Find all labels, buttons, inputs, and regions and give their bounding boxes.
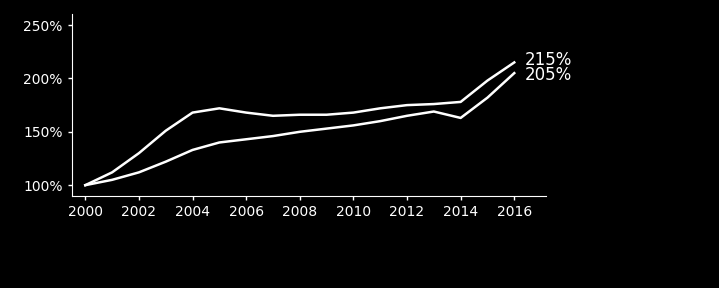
Energia xyxy=(322,127,331,130)
IPCA xyxy=(429,102,438,106)
Energia xyxy=(403,114,411,118)
Energia xyxy=(81,183,90,187)
Energia xyxy=(188,148,197,152)
Energia xyxy=(457,116,465,120)
Energia xyxy=(483,96,492,99)
Energia xyxy=(376,120,385,123)
IPCA xyxy=(269,114,278,118)
IPCA xyxy=(162,129,170,132)
IPCA xyxy=(322,113,331,116)
Energia xyxy=(296,130,304,134)
IPCA xyxy=(134,151,143,155)
IPCA xyxy=(81,183,90,187)
Energia xyxy=(108,178,116,181)
Energia xyxy=(429,110,438,113)
IPCA xyxy=(483,79,492,82)
Energia xyxy=(349,124,358,127)
Text: 215%: 215% xyxy=(525,51,572,69)
Energia xyxy=(242,138,250,141)
IPCA xyxy=(296,113,304,116)
Energia xyxy=(162,160,170,163)
IPCA xyxy=(188,111,197,114)
IPCA xyxy=(457,100,465,104)
IPCA xyxy=(510,61,518,64)
Text: 205%: 205% xyxy=(525,66,572,84)
IPCA xyxy=(108,170,116,174)
Energia xyxy=(269,134,278,138)
Line: IPCA: IPCA xyxy=(86,62,514,185)
IPCA xyxy=(349,111,358,114)
Energia xyxy=(215,141,224,144)
Line: Energia: Energia xyxy=(86,73,514,185)
IPCA xyxy=(215,107,224,110)
IPCA xyxy=(376,107,385,110)
IPCA xyxy=(242,111,250,114)
IPCA xyxy=(403,103,411,107)
Energia xyxy=(134,170,143,174)
Energia xyxy=(510,71,518,75)
